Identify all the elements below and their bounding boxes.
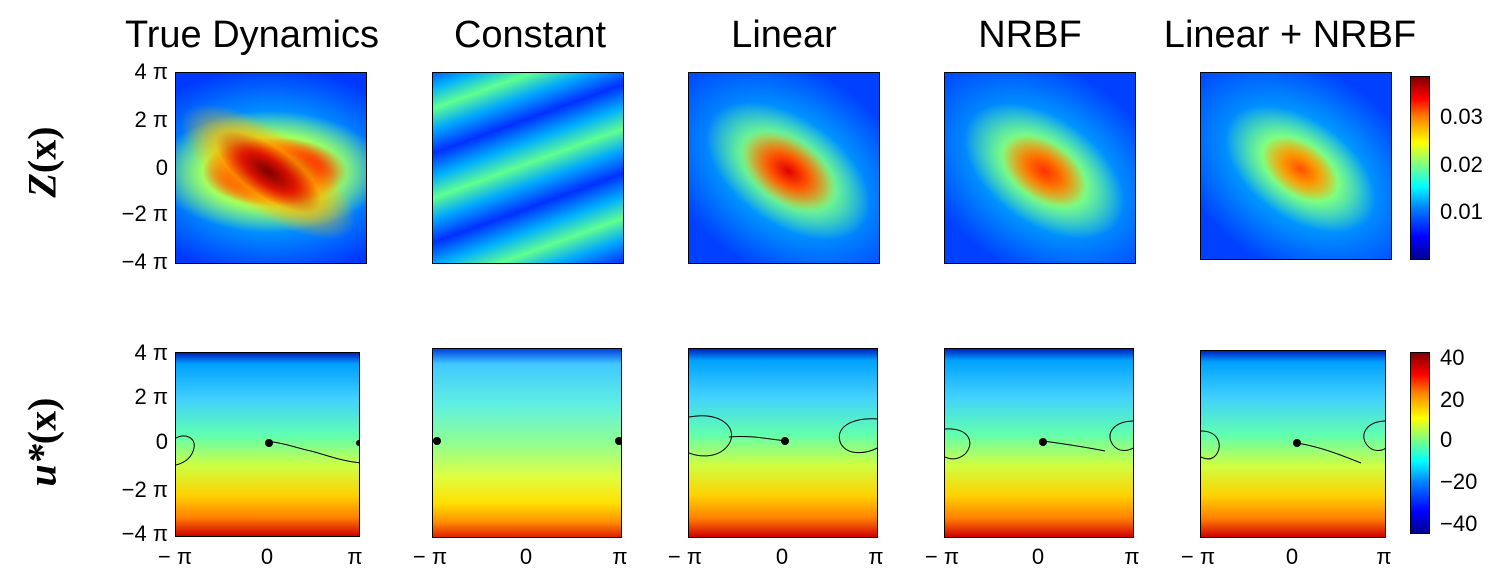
contour-u-linear-nrbf	[1201, 420, 1385, 464]
colorbar-u-tick-2: 0	[1440, 427, 1453, 452]
heatmap-z-nrbf	[944, 72, 1136, 264]
y-tick-top-neg2pi: −2 π	[121, 201, 168, 226]
colorbar-z-tick-0: 0.03	[1440, 104, 1483, 129]
y-tick-bottom-neg4pi: −4 π	[121, 521, 168, 546]
x-tick-3-0: 0	[775, 544, 789, 569]
x-tick-3-pi: π	[868, 544, 884, 569]
colorbar-z-tick-1: 0.02	[1440, 152, 1483, 177]
row-label-u-paren: (x)	[19, 397, 65, 445]
x-tick-4-neg-pi: − π	[924, 544, 960, 569]
heatmap-z-true-dynamics	[175, 72, 367, 264]
heatmap-u-true-dynamics	[175, 352, 360, 537]
contour-u-linear	[689, 415, 877, 457]
colorbar-u-tick-1: 20	[1440, 387, 1465, 412]
heatmap-z-linear	[688, 72, 880, 264]
colorbar-z-tick-2: 0.01	[1440, 199, 1483, 224]
y-tick-bottom-0: 0	[155, 429, 168, 454]
heatmap-u-linear-nrbf	[1200, 350, 1386, 538]
colorbar-u-tick-4: −40	[1440, 511, 1478, 536]
row-label-u: u*(x)	[19, 398, 66, 487]
x-tick-1-0: 0	[260, 544, 274, 569]
y-tick-bottom-4pi: 4 π	[134, 340, 168, 365]
x-tick-5-0: 0	[1285, 544, 1299, 569]
heatmap-z-linear-nrbf	[1200, 72, 1392, 260]
contour-u-true-dynamics	[176, 435, 359, 466]
y-tick-bottom-neg2pi: −2 π	[121, 477, 168, 502]
column-title-constant: Constant	[453, 14, 607, 56]
y-tick-top-0: 0	[155, 155, 168, 180]
x-tick-4-0: 0	[1031, 544, 1045, 569]
column-title-true-dynamics: True Dynamics	[124, 14, 380, 56]
y-tick-bottom-2pi: 2 π	[134, 384, 168, 409]
y-tick-top-2pi: 2 π	[134, 107, 168, 132]
contour-u-nrbf	[945, 420, 1133, 460]
y-tick-top-4pi: 4 π	[134, 59, 168, 84]
heatmap-z-constant	[432, 72, 624, 264]
x-tick-4-pi: π	[1124, 544, 1140, 569]
row-label-u-main: u*	[19, 444, 65, 487]
heatmap-u-linear	[688, 348, 878, 538]
heatmap-u-constant	[432, 348, 622, 538]
x-tick-2-0: 0	[519, 544, 533, 569]
x-tick-1-pi: π	[347, 544, 363, 569]
x-tick-5-neg-pi: − π	[1180, 544, 1216, 569]
colorbar-u-tick-0: 40	[1440, 345, 1465, 370]
x-tick-3-neg-pi: − π	[667, 544, 703, 569]
x-tick-2-neg-pi: − π	[412, 544, 448, 569]
row-label-z-paren: (x)	[19, 126, 65, 174]
column-title-linear: Linear	[731, 14, 837, 56]
colorbar-z	[1410, 76, 1430, 260]
x-tick-5-pi: π	[1376, 544, 1392, 569]
x-tick-2-pi: π	[612, 544, 628, 569]
contour-u-constant	[433, 437, 621, 445]
column-title-linear-nrbf: Linear + NRBF	[1163, 14, 1417, 56]
y-tick-top-neg4pi: −4 π	[121, 249, 168, 274]
colorbar-u	[1410, 352, 1430, 534]
row-label-z: Z(x)	[19, 126, 66, 197]
colorbar-u-tick-3: −20	[1440, 469, 1478, 494]
column-title-nrbf: NRBF	[978, 14, 1082, 56]
row-label-z-main: Z	[19, 173, 65, 198]
heatmap-u-nrbf	[944, 348, 1134, 538]
x-tick-1-neg-pi: − π	[157, 544, 193, 569]
